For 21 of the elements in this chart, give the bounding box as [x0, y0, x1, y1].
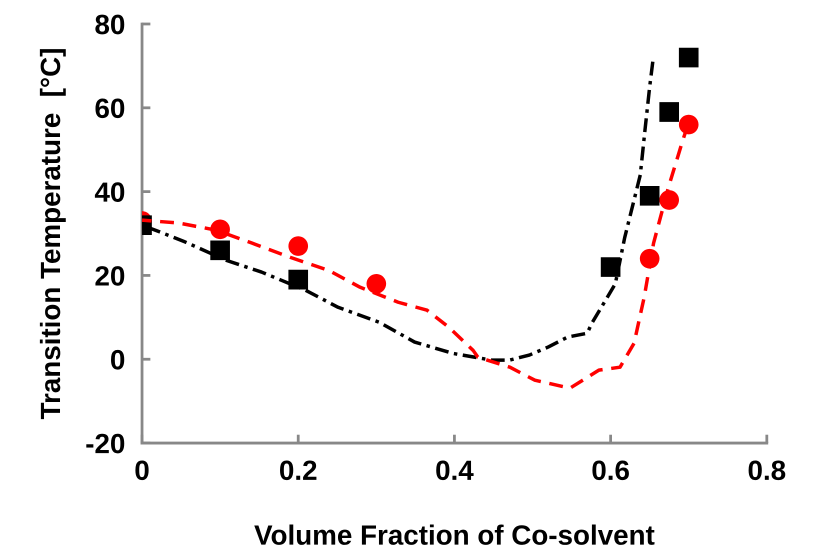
- point: [210, 240, 230, 260]
- y-tick-label: 0: [111, 350, 124, 370]
- y-tick-label: 40: [94, 182, 124, 202]
- point: [600, 257, 620, 277]
- x-tick-label: 0: [135, 460, 149, 480]
- y-tick-label: 20: [95, 266, 124, 286]
- point: [659, 102, 680, 122]
- point: [288, 236, 308, 256]
- x-tick-label: 0.6: [592, 460, 629, 480]
- y-axis-title: Transition Temperature [°C]: [40, 49, 66, 420]
- x-tick-label: 0.2: [280, 460, 316, 480]
- y-tick-label: 80: [95, 14, 124, 34]
- x-tick-label: 0.4: [436, 460, 474, 480]
- x-tick-label: 0.8: [748, 460, 786, 480]
- point: [288, 270, 308, 290]
- y-tick-label: -20: [86, 434, 124, 454]
- y-tick-label: 60: [95, 98, 124, 118]
- point: [640, 186, 660, 206]
- point: [678, 48, 699, 68]
- point: [366, 274, 386, 294]
- x-axis-title: Volume Fraction of Co-solvent: [254, 524, 654, 545]
